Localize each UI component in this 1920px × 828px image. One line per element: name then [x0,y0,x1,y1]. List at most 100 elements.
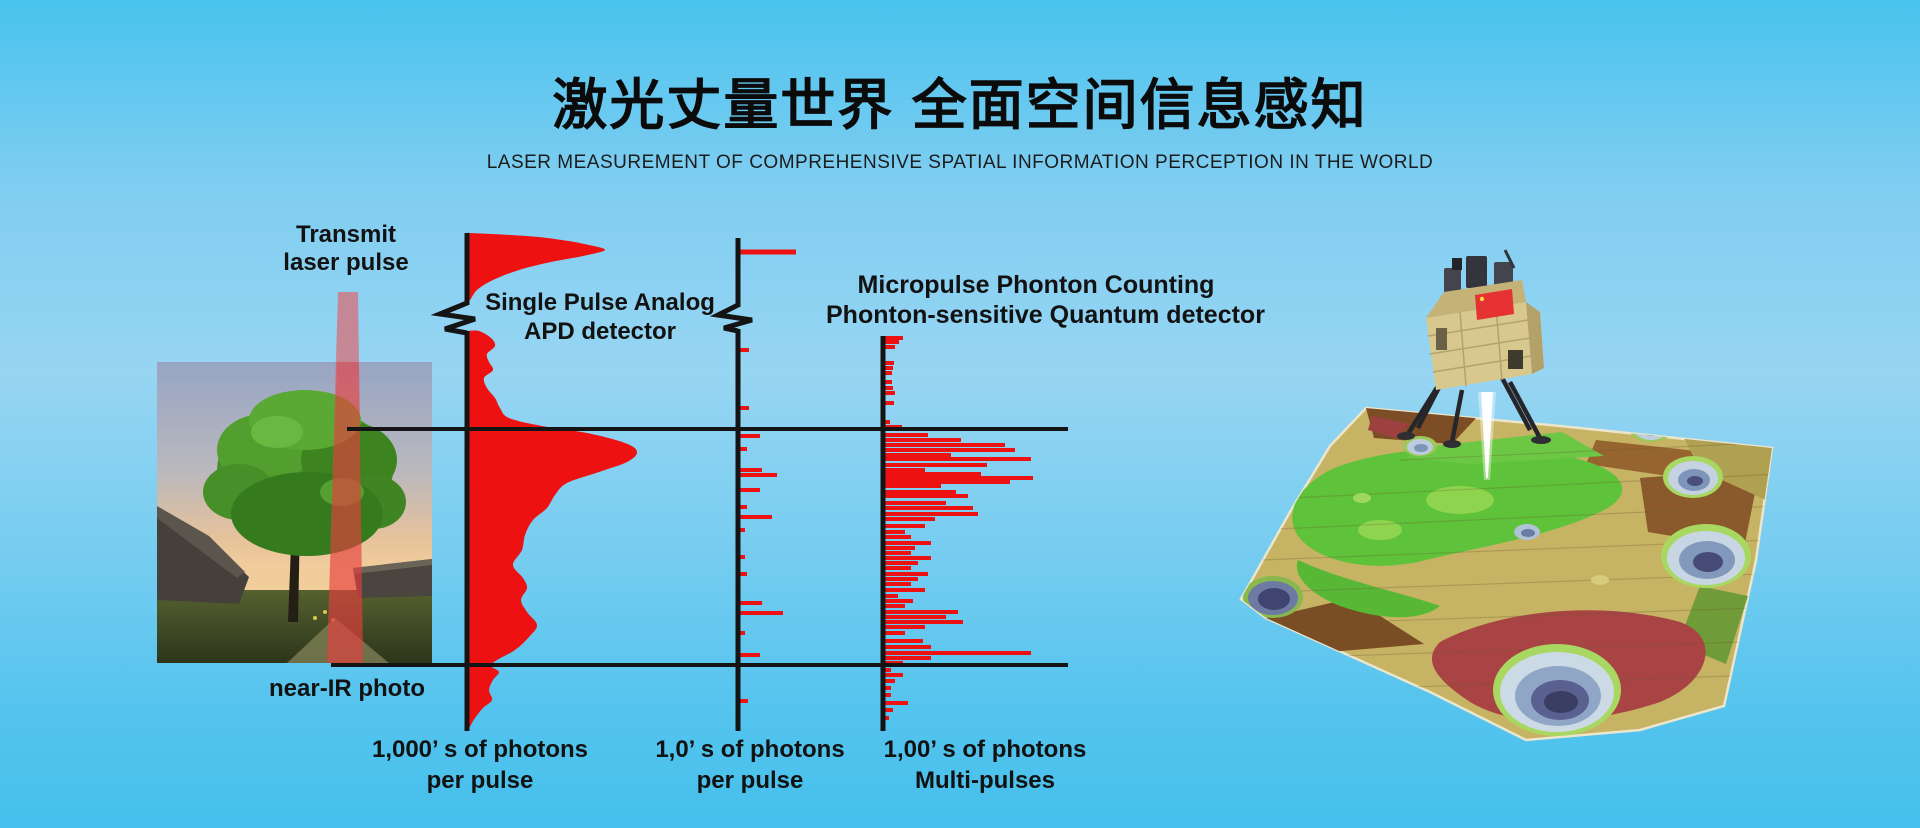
china-flag-icon [1475,289,1514,320]
lander-illustration [1397,249,1551,480]
photon-bar [738,555,745,559]
photon-bar [883,468,925,472]
photon-bar [738,447,747,451]
photon-bar [883,443,1005,447]
photon-bar [883,480,1010,484]
photon-bar [883,572,928,576]
photon-bar [738,348,749,352]
photon-bar [738,406,749,410]
chart-axis [735,238,741,307]
photon-bar [883,615,946,619]
photon-bar [883,494,968,498]
laser-beam [327,292,363,663]
photon-bar [883,530,905,534]
chart-axis [735,329,741,731]
photon-bar [883,588,925,592]
multipulse-footnote-line2: Multi-pulses [914,767,1055,794]
photon-bar [738,473,777,477]
crater [1403,436,1437,456]
photon-bar [883,484,941,488]
photon-bar [883,582,911,586]
multipulse-footnote-line1: 1,00’ s of photons [883,736,1087,763]
transmit-pulse-waveform [464,232,606,301]
photon-bar [883,361,894,365]
photon-bar [883,336,903,340]
photon-bar [883,577,918,581]
photo-left-wall-top [157,506,245,578]
photon-bar [883,631,905,635]
axis-break-icon [430,300,753,336]
photon-bar [883,506,973,510]
crater [1493,644,1621,736]
photon-bar [738,249,796,255]
ground-level-line [331,663,1068,667]
lander-laser-beam [1478,392,1496,480]
photon-bar [883,345,895,349]
lander-instruments [1444,249,1516,294]
terrain-illustration [1239,406,1774,742]
photon-bar [883,556,931,560]
near-ir-photo-caption: near-IR photo [269,675,425,702]
photon-bar [883,472,981,476]
lander-footpad [1397,432,1415,440]
apd-footnote-line1: 1,000’ s of photons [371,736,589,763]
photon-bar [738,434,760,438]
photon-bar [883,651,1031,655]
photon-bar [738,528,745,532]
photon-bar [883,463,987,467]
crater [1243,576,1303,618]
chart-axis [464,233,470,305]
photon-bar [883,501,946,505]
photon-bar [883,438,961,442]
photon-bar [883,686,891,690]
photon-bar [738,699,748,703]
photon-bar [883,476,1033,480]
photon-bar [883,599,913,603]
photon-bar [883,701,908,705]
photon-bar [883,433,928,437]
photon-bar [883,457,1031,461]
photon-bar [738,611,783,615]
apd-detector-label: Single Pulse Analog APD detector [440,288,760,346]
chart-axis [464,331,470,731]
photon-bar [883,517,935,521]
photon-bar [883,668,891,672]
photon-bar [883,535,911,539]
photon-bar [883,371,892,375]
photon-bar [883,512,978,516]
detector-signal-charts [331,232,1068,731]
photo-right-wall-top [353,559,432,574]
transmit-label-line1: Transmit [295,221,397,248]
photon-bar [883,340,899,344]
photon-bar [883,391,895,395]
photon-bar [883,524,925,528]
photon-bar [883,639,923,643]
photo-flowers [323,610,327,614]
photon-bar [883,366,893,370]
photon-bar [883,453,951,457]
photon-bar [883,561,918,565]
photon-bar [738,572,747,576]
photon-bar [883,386,893,390]
single-photon-footnote-line2: per pulse [696,767,804,794]
transmit-label-line2: laser pulse [283,249,409,276]
photon-bar [883,693,891,697]
photon-bar [883,604,905,608]
apd-detector-label-line1: Single Pulse Analog [485,289,715,316]
photon-bar [883,620,963,624]
photon-bar [883,541,931,545]
photon-bar [883,679,895,683]
page-title: 激光丈量世界 全面空间信息感知 [552,74,1368,136]
photon-bar [738,505,747,509]
photon-bar [738,601,762,605]
crater [1663,456,1723,498]
quantum-detector-label: Micropulse Phonton Counting Phonton-sens… [826,270,1265,330]
chart-axis [880,336,886,731]
photon-bar [883,673,903,677]
photon-bar [738,488,760,492]
photon-bar [883,716,889,720]
photon-bar [883,610,958,614]
photon-bar [883,656,931,660]
photon-bar [883,546,915,550]
